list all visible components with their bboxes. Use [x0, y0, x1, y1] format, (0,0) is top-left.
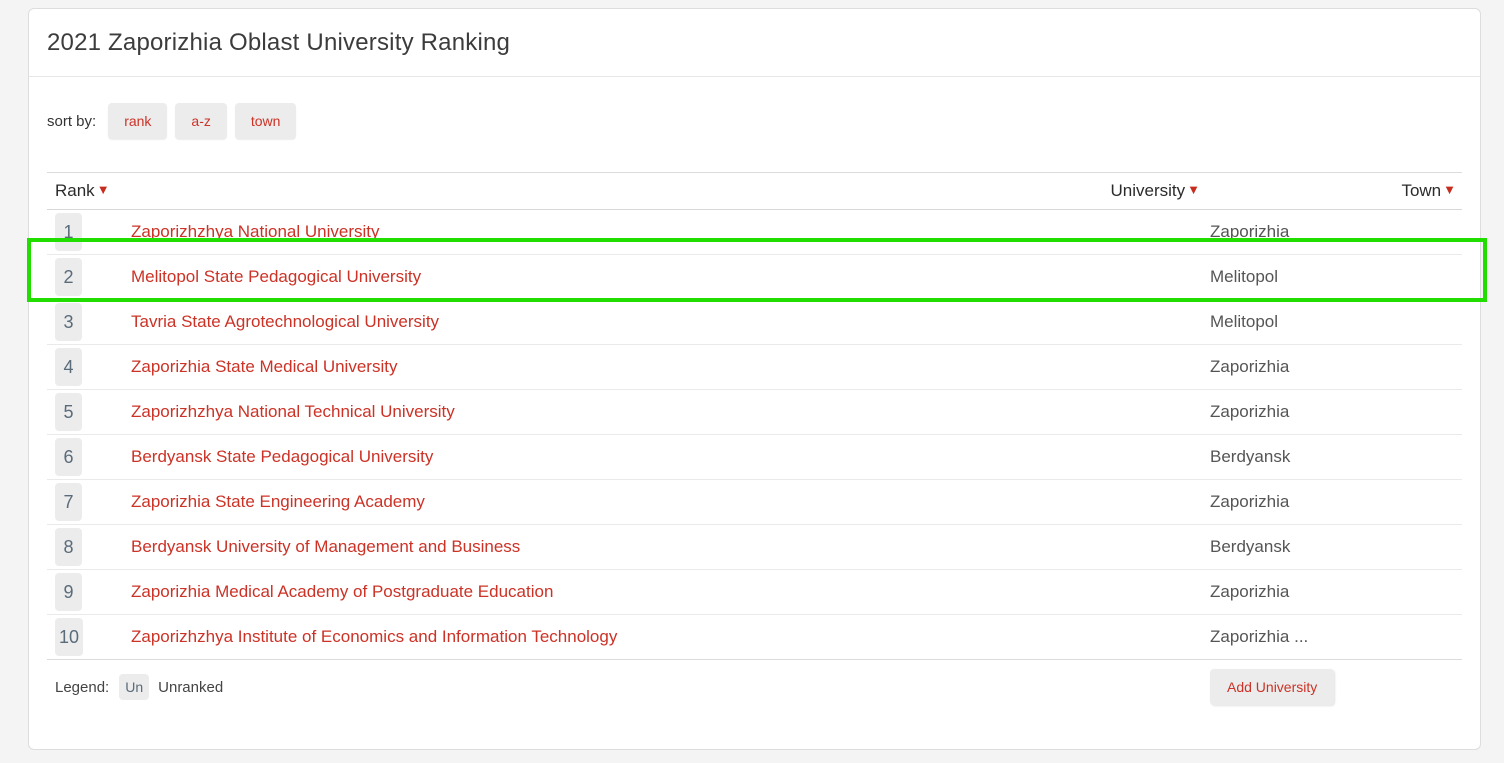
sort-desc-icon: ▼	[1187, 182, 1200, 197]
rank-badge: 10	[55, 618, 84, 656]
table-row: 4 Zaporizhia State Medical University Zapo…	[47, 344, 1462, 390]
add-university-button[interactable]: Add University	[1210, 669, 1335, 705]
column-header-rank[interactable]: Rank ▼	[47, 172, 131, 210]
sort-desc-icon: ▼	[1443, 182, 1456, 197]
town-cell: Melitopol	[1200, 254, 1462, 300]
sort-az-button[interactable]: a-z	[175, 103, 227, 139]
sort-bar: sort by: rank a-z town	[47, 103, 1462, 139]
rank-cell: 2	[47, 254, 131, 300]
rank-cell: 3	[47, 299, 131, 345]
ranking-card: 2021 Zaporizhia Oblast University Rankin…	[28, 8, 1481, 750]
legend-text: Unranked	[158, 678, 224, 696]
university-link[interactable]: Zaporizhzhya National Technical Universi…	[131, 402, 455, 421]
university-link[interactable]: Berdyansk University of Management and B…	[131, 537, 521, 556]
table-row: 3 Tavria State Agrotechnological Universi…	[47, 299, 1462, 345]
rank-cell: 9	[47, 569, 131, 615]
rank-badge: 6	[55, 438, 82, 476]
sort-rank-button[interactable]: rank	[108, 103, 168, 139]
rank-badge: 7	[55, 483, 82, 521]
town-cell: Zaporizhia	[1200, 344, 1462, 390]
university-link[interactable]: Zaporizhzhya Institute of Economics and …	[131, 627, 618, 646]
rank-cell: 8	[47, 524, 131, 570]
university-cell: Berdyansk State Pedagogical University	[131, 434, 1200, 480]
table-row: 8 Berdyansk University of Management and …	[47, 524, 1462, 570]
sort-town-button[interactable]: town	[234, 103, 297, 139]
town-cell: Melitopol	[1200, 299, 1462, 345]
town-cell: Berdyansk	[1200, 434, 1462, 480]
rank-cell: 1	[47, 209, 131, 255]
rank-cell: 7	[47, 479, 131, 525]
university-cell: Zaporizhia Medical Academy of Postgradua…	[131, 569, 1200, 615]
column-header-university-label: University	[1110, 181, 1186, 200]
town-cell: Zaporizhia	[1200, 209, 1462, 255]
town-cell: Berdyansk	[1200, 524, 1462, 570]
table-footer: Legend: Un Unranked Add University	[47, 660, 1462, 705]
university-cell: Zaporizhia State Medical University	[131, 344, 1200, 390]
table-row: 9 Zaporizhia Medical Academy of Postgradu…	[47, 569, 1462, 615]
university-cell: Zaporizhzhya Institute of Economics and …	[131, 614, 1200, 660]
university-cell: Zaporizhia State Engineering Academy	[131, 479, 1200, 525]
table-row: 1 Zaporizhzhya National University Zaporiz…	[47, 209, 1462, 255]
rank-cell: 10	[47, 614, 131, 660]
column-header-town-label: Town	[1401, 181, 1442, 200]
sort-desc-icon: ▼	[96, 182, 110, 197]
card-header: 2021 Zaporizhia Oblast University Rankin…	[29, 9, 1480, 77]
rank-cell: 5	[47, 389, 131, 435]
column-header-university[interactable]: University ▼	[131, 172, 1200, 210]
university-cell: Tavria State Agrotechnological Universit…	[131, 299, 1200, 345]
town-cell: Zaporizhia	[1200, 479, 1462, 525]
card-body: sort by: rank a-z town Rank ▼ University ▼…	[29, 103, 1480, 705]
table-row: 7 Zaporizhia State Engineering Academy Zap…	[47, 479, 1462, 525]
university-link[interactable]: Berdyansk State Pedagogical University	[131, 447, 434, 466]
table-row: 2 Melitopol State Pedagogical University M…	[47, 254, 1462, 300]
table-body: 1 Zaporizhzhya National University Zaporiz…	[47, 209, 1462, 660]
table-row: 6 Berdyansk State Pedagogical University B…	[47, 434, 1462, 480]
rank-badge: 3	[55, 303, 82, 341]
legend-label: Legend:	[55, 678, 110, 696]
university-link[interactable]: Tavria State Agrotechnological Universit…	[131, 312, 440, 331]
town-cell: Zaporizhia	[1200, 389, 1462, 435]
university-link[interactable]: Zaporizhzhya National University	[131, 222, 380, 241]
column-header-town[interactable]: Town ▼	[1200, 172, 1462, 210]
table-header-row: Rank ▼ University ▼ Town ▼	[47, 172, 1462, 210]
legend: Legend: Un Unranked	[47, 674, 1200, 700]
ranking-table: Rank ▼ University ▼ Town ▼ 1 Zaporizhzhya Na…	[47, 172, 1462, 660]
rank-badge: 2	[55, 258, 82, 296]
rank-cell: 4	[47, 344, 131, 390]
rank-badge: 8	[55, 528, 82, 566]
university-link[interactable]: Zaporizhia State Medical University	[131, 357, 398, 376]
unranked-badge: Un	[119, 674, 150, 700]
table-row: 5 Zaporizhzhya National Technical Univers…	[47, 389, 1462, 435]
university-cell: Melitopol State Pedagogical University	[131, 254, 1200, 300]
university-cell: Zaporizhzhya National Technical Universi…	[131, 389, 1200, 435]
town-cell: Zaporizhia ...	[1200, 614, 1462, 660]
university-link[interactable]: Zaporizhia Medical Academy of Postgradua…	[131, 582, 554, 601]
university-link[interactable]: Zaporizhia State Engineering Academy	[131, 492, 425, 511]
rank-badge: 4	[55, 348, 82, 386]
sort-by-label: sort by:	[47, 112, 97, 130]
university-cell: Zaporizhzhya National University	[131, 209, 1200, 255]
university-cell: Berdyansk University of Management and B…	[131, 524, 1200, 570]
town-cell: Zaporizhia	[1200, 569, 1462, 615]
page-title: 2021 Zaporizhia Oblast University Rankin…	[47, 29, 511, 56]
column-header-rank-label: Rank	[55, 181, 95, 200]
rank-badge: 9	[55, 573, 82, 611]
action-column: Add University	[1200, 669, 1462, 705]
rank-cell: 6	[47, 434, 131, 480]
rank-badge: 1	[55, 213, 82, 251]
university-link[interactable]: Melitopol State Pedagogical University	[131, 267, 422, 286]
rank-badge: 5	[55, 393, 82, 431]
table-row: 10 Zaporizhzhya Institute of Economics an…	[47, 614, 1462, 660]
